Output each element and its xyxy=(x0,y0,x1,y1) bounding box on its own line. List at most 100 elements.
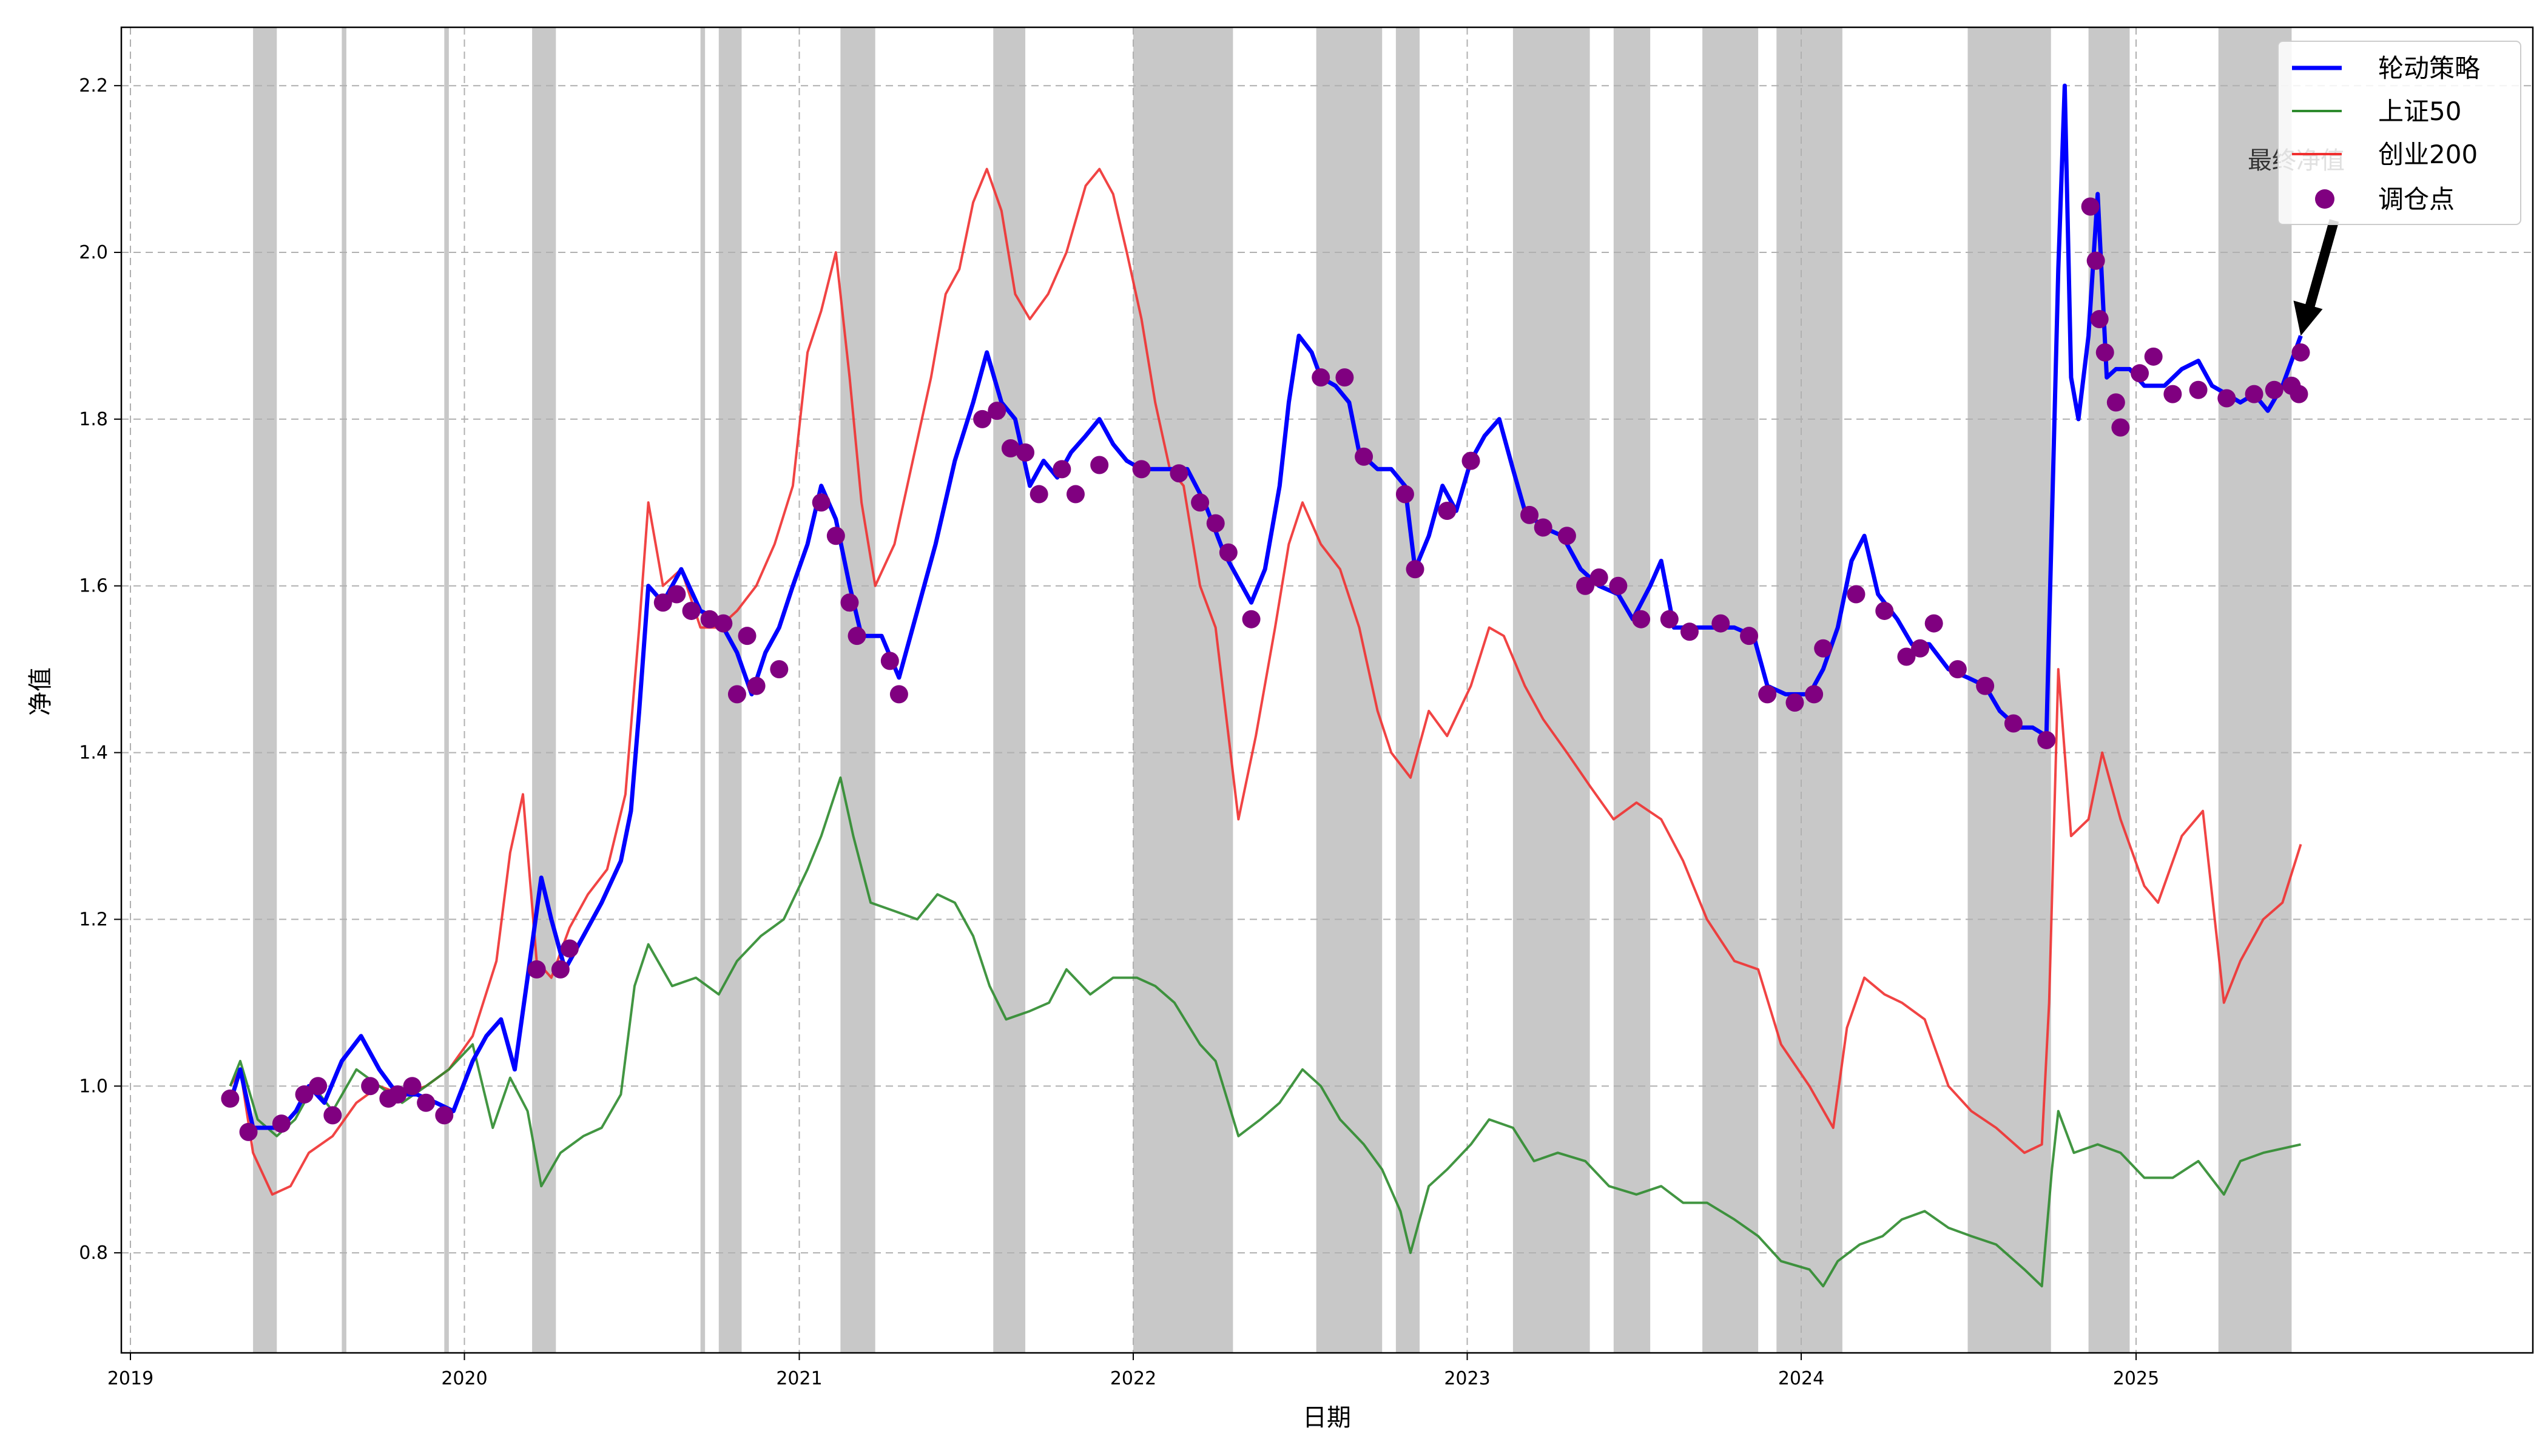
rebalance-point-22 xyxy=(747,676,766,695)
rebalance-point-60 xyxy=(1711,614,1730,633)
rebalance-point-69 xyxy=(1911,639,1930,658)
x-tick-label-0: 2019 xyxy=(107,1368,153,1389)
rebalance-point-45 xyxy=(1335,368,1354,387)
x-axis: 2019 2020 2021 2022 2023 2024 2025 xyxy=(107,1353,2159,1389)
rebalance-point-77 xyxy=(2090,309,2109,328)
rebalance-point-66 xyxy=(1847,585,1866,604)
annotation-arrow-shaft xyxy=(2304,219,2339,310)
shaded-period-8 xyxy=(1133,27,1233,1353)
rebalance-point-87 xyxy=(2265,380,2283,399)
rebalance-point-32 xyxy=(1001,439,1020,457)
rebalance-point-38 xyxy=(1132,460,1151,479)
rebalance-point-30 xyxy=(973,410,992,428)
legend-item-rebalance: 调仓点 xyxy=(2315,184,2455,214)
y-tick-label-7: 2.2 xyxy=(79,75,108,96)
rebalance-point-58 xyxy=(1660,610,1679,629)
y-tick-label-1: 1.0 xyxy=(79,1076,108,1097)
shaded-period-4 xyxy=(700,27,706,1353)
rebalance-point-82 xyxy=(2144,347,2163,366)
rebalance-points xyxy=(221,197,2310,1141)
rebalance-point-73 xyxy=(2004,714,2023,733)
legend-item-strategy: 轮动策略 xyxy=(2292,53,2480,83)
rebalance-point-53 xyxy=(1557,527,1576,545)
legend-label-strategy: 轮动策略 xyxy=(2378,53,2480,83)
legend-label-rebalance: 调仓点 xyxy=(2378,184,2455,214)
legend-item-sz50: 上证50 xyxy=(2292,96,2461,126)
legend: 轮动策略 上证50 创业200 调仓点 xyxy=(2277,41,2521,225)
rebalance-point-65 xyxy=(1814,639,1833,658)
rebalance-point-8 xyxy=(388,1085,407,1104)
rebalance-point-78 xyxy=(2095,343,2114,362)
shaded-period-2 xyxy=(444,27,449,1353)
rebalance-point-20 xyxy=(727,685,746,704)
rebalance-point-12 xyxy=(527,960,546,979)
shaded-period-0 xyxy=(253,27,277,1353)
rebalance-point-36 xyxy=(1066,485,1085,504)
rebalance-point-70 xyxy=(1924,614,1943,633)
rebalance-point-13 xyxy=(551,960,570,979)
rebalance-point-2 xyxy=(272,1114,291,1133)
rebalance-point-40 xyxy=(1191,493,1210,512)
rebalance-point-67 xyxy=(1875,601,1894,620)
rebalance-point-18 xyxy=(700,610,719,629)
rebalance-point-35 xyxy=(1053,460,1071,479)
rebalance-point-16 xyxy=(667,585,686,604)
rebalance-point-81 xyxy=(2131,364,2149,383)
rebalance-point-3 xyxy=(295,1085,314,1104)
rebalance-point-25 xyxy=(826,527,845,545)
x-tick-label-2: 2021 xyxy=(776,1368,822,1389)
rebalance-point-1 xyxy=(239,1122,258,1141)
rebalance-point-79 xyxy=(2106,393,2125,412)
rebalance-point-85 xyxy=(2217,389,2236,408)
rebalance-point-84 xyxy=(2189,380,2208,399)
series-line-2 xyxy=(229,167,2302,1196)
rebalance-point-72 xyxy=(1976,676,1995,695)
shaded-period-17 xyxy=(2218,27,2292,1353)
rebalance-point-6 xyxy=(361,1077,380,1096)
x-tick-label-6: 2025 xyxy=(2113,1368,2159,1389)
x-tick-label-3: 2022 xyxy=(1110,1368,1156,1389)
rebalance-point-46 xyxy=(1355,447,1373,466)
shaded-period-12 xyxy=(1613,27,1651,1353)
rebalance-point-90 xyxy=(2291,343,2310,362)
shaded-period-6 xyxy=(840,27,875,1353)
legend-marker-rebalance xyxy=(2315,189,2334,209)
series-layer xyxy=(228,83,2303,1288)
rebalance-point-34 xyxy=(1030,485,1048,504)
rebalance-point-54 xyxy=(1576,576,1595,595)
rebalance-point-15 xyxy=(653,593,672,612)
x-tick-label-1: 2020 xyxy=(441,1368,487,1389)
y-axis: 0.8 1.0 1.2 1.4 1.6 1.8 2.0 2.2 xyxy=(79,75,121,1264)
rebalance-point-75 xyxy=(2081,197,2100,216)
rebalance-point-42 xyxy=(1219,543,1238,562)
x-axis-label: 日期 xyxy=(1303,1404,1351,1432)
rebalance-point-23 xyxy=(770,660,789,679)
shaded-period-9 xyxy=(1316,27,1383,1353)
rebalance-point-37 xyxy=(1090,456,1109,474)
y-tick-label-0: 0.8 xyxy=(79,1242,108,1264)
rebalance-point-64 xyxy=(1805,685,1824,704)
rebalance-point-83 xyxy=(2163,385,2182,403)
rebalance-point-24 xyxy=(812,493,831,512)
legend-label-sz50: 上证50 xyxy=(2378,96,2461,126)
x-tick-label-5: 2024 xyxy=(1778,1368,1824,1389)
rebalance-point-0 xyxy=(221,1089,240,1108)
legend-label-cy200: 创业200 xyxy=(2378,140,2478,169)
rebalance-point-11 xyxy=(435,1106,454,1125)
rebalance-point-26 xyxy=(840,593,859,612)
rebalance-point-62 xyxy=(1758,685,1777,704)
rebalance-point-41 xyxy=(1206,514,1225,533)
rebalance-point-76 xyxy=(2086,251,2105,270)
y-tick-label-2: 1.2 xyxy=(79,909,108,930)
rebalance-point-52 xyxy=(1534,518,1552,537)
rebalance-point-50 xyxy=(1461,451,1480,470)
rebalance-point-56 xyxy=(1609,576,1628,595)
rebalance-point-4 xyxy=(309,1077,328,1096)
rebalance-point-39 xyxy=(1170,464,1188,483)
shaded-period-10 xyxy=(1395,27,1420,1353)
rebalance-point-55 xyxy=(1589,568,1608,587)
y-tick-label-5: 1.8 xyxy=(79,409,108,430)
rebalance-point-48 xyxy=(1406,560,1424,579)
rebalance-point-33 xyxy=(1016,443,1035,462)
